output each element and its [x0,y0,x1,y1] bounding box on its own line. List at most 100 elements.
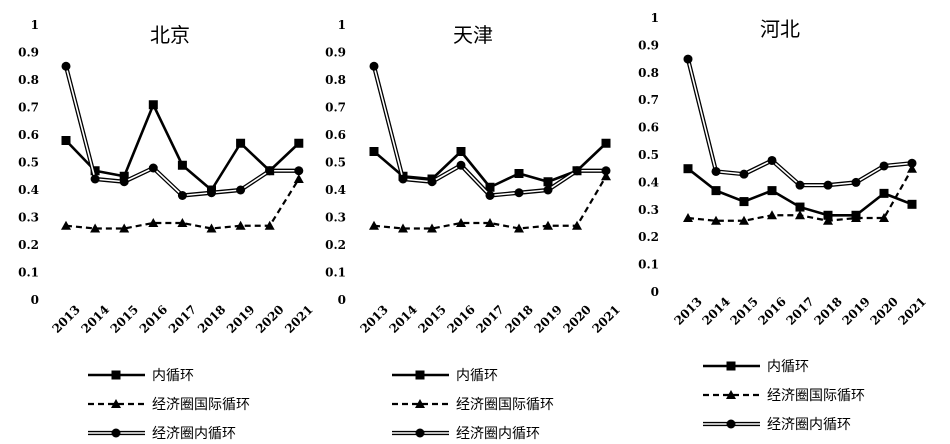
legend-marker-circle [415,428,425,438]
data-point-triangle [148,218,159,227]
y-tick-label: 0 [651,285,659,299]
legend-marker-triangle [111,399,121,408]
data-point-triangle [572,220,582,230]
data-point-circle [398,174,408,184]
data-point-triangle [795,210,805,220]
series-line-international-loop [373,175,607,230]
x-tick-label: 2016 [444,302,478,336]
y-tick-label: 0.6 [18,128,39,142]
legend-label: 经济圈内循环 [767,417,851,433]
y-tick-label: 0.8 [638,66,659,80]
x-tick-label: 2013 [357,302,391,336]
data-point-triangle [485,218,495,227]
y-tick-label: 1 [651,11,659,25]
data-point-circle [119,177,129,187]
legend-label: 经济圈国际循环 [767,388,865,404]
series-line-region-inner-loop-outer [685,58,913,188]
data-point-triangle [456,218,466,227]
legend-marker-triangle [726,390,736,399]
data-point-square [795,202,805,212]
x-tick-label: 2018 [502,302,536,336]
series-line-inner-loop [65,103,300,192]
data-point-triangle [711,215,721,225]
y-tick-label: 0.8 [18,73,39,87]
data-point-square [683,164,693,174]
legend-label: 经济圈国际循环 [456,397,554,413]
y-tick-label: 0.1 [325,266,346,280]
y-tick-label: 0.5 [638,148,659,162]
data-point-square [514,169,524,178]
data-point-square [456,147,466,156]
series-line-region-inner-loop-outer [63,65,299,198]
legend-marker-square [111,370,121,380]
data-point-circle [823,180,833,190]
x-tick-label: 2014 [79,302,113,336]
x-tick-label: 2015 [415,302,449,336]
data-point-circle [683,54,693,64]
x-tick-label: 2014 [699,294,733,328]
data-point-triangle [264,220,275,230]
data-point-triangle [177,218,188,227]
data-point-triangle [851,213,861,223]
data-point-square [823,210,833,220]
legend-label: 经济圈国际循环 [152,397,250,413]
data-point-square [767,186,777,196]
y-tick-label: 1 [338,18,346,32]
chart-title: 北京 [150,23,190,47]
data-point-square [907,199,917,209]
data-point-circle [177,191,187,200]
data-point-square [711,186,721,196]
chart-panel-2: 河北00.10.20.30.40.50.60.70.80.91201320142… [638,11,929,433]
y-tick-label: 0.5 [325,156,346,170]
y-tick-label: 0.9 [638,38,659,52]
legend-label: 内循环 [152,368,194,384]
data-point-square [485,182,495,192]
y-tick-label: 0.3 [325,211,346,225]
data-point-circle [207,188,216,198]
y-tick-label: 0.2 [325,238,346,252]
x-tick-label: 2016 [137,302,171,336]
x-tick-label: 2020 [867,294,901,328]
legend-label: 内循环 [456,368,498,384]
data-point-triangle [823,215,833,225]
data-point-circle [601,166,611,176]
data-point-triangle [206,223,217,233]
data-point-triangle [427,223,437,233]
data-point-circle [294,166,304,176]
data-point-circle [879,161,889,171]
legend-marker-square [726,361,736,371]
x-tick-label: 2020 [560,302,594,336]
data-point-square [294,138,304,148]
data-point-triangle [398,223,408,233]
data-point-circle [795,180,805,190]
y-tick-label: 0 [338,293,346,307]
y-tick-label: 0.1 [638,258,659,272]
data-point-triangle [601,171,611,181]
x-tick-label: 2020 [253,302,287,336]
x-tick-label: 2017 [166,302,200,336]
x-tick-label: 2017 [783,294,817,328]
x-tick-label: 2018 [195,302,229,336]
y-tick-label: 0.7 [325,101,346,115]
series-line-region-inner-loop-inner [687,58,913,186]
y-tick-label: 0.3 [638,203,659,217]
y-tick-label: 0.7 [18,101,39,115]
data-point-square [879,188,889,198]
data-point-square [61,136,71,145]
data-point-circle [90,174,100,184]
legend-marker-circle [111,428,121,438]
y-tick-label: 0.6 [325,128,346,142]
data-point-circle [572,166,582,176]
legend-marker-square [415,370,425,380]
data-point-circle [456,160,466,170]
x-tick-label: 2013 [49,302,83,336]
chart-panel-1: 天津00.10.20.30.40.50.60.70.80.91201320142… [325,18,623,442]
legend-label: 内循环 [767,359,809,375]
data-point-circle [907,158,917,168]
y-tick-label: 0.6 [638,121,659,135]
data-point-square [543,177,553,187]
y-tick-label: 0.7 [638,93,659,107]
legend-marker-triangle [415,399,425,408]
x-tick-label: 2015 [108,302,142,336]
